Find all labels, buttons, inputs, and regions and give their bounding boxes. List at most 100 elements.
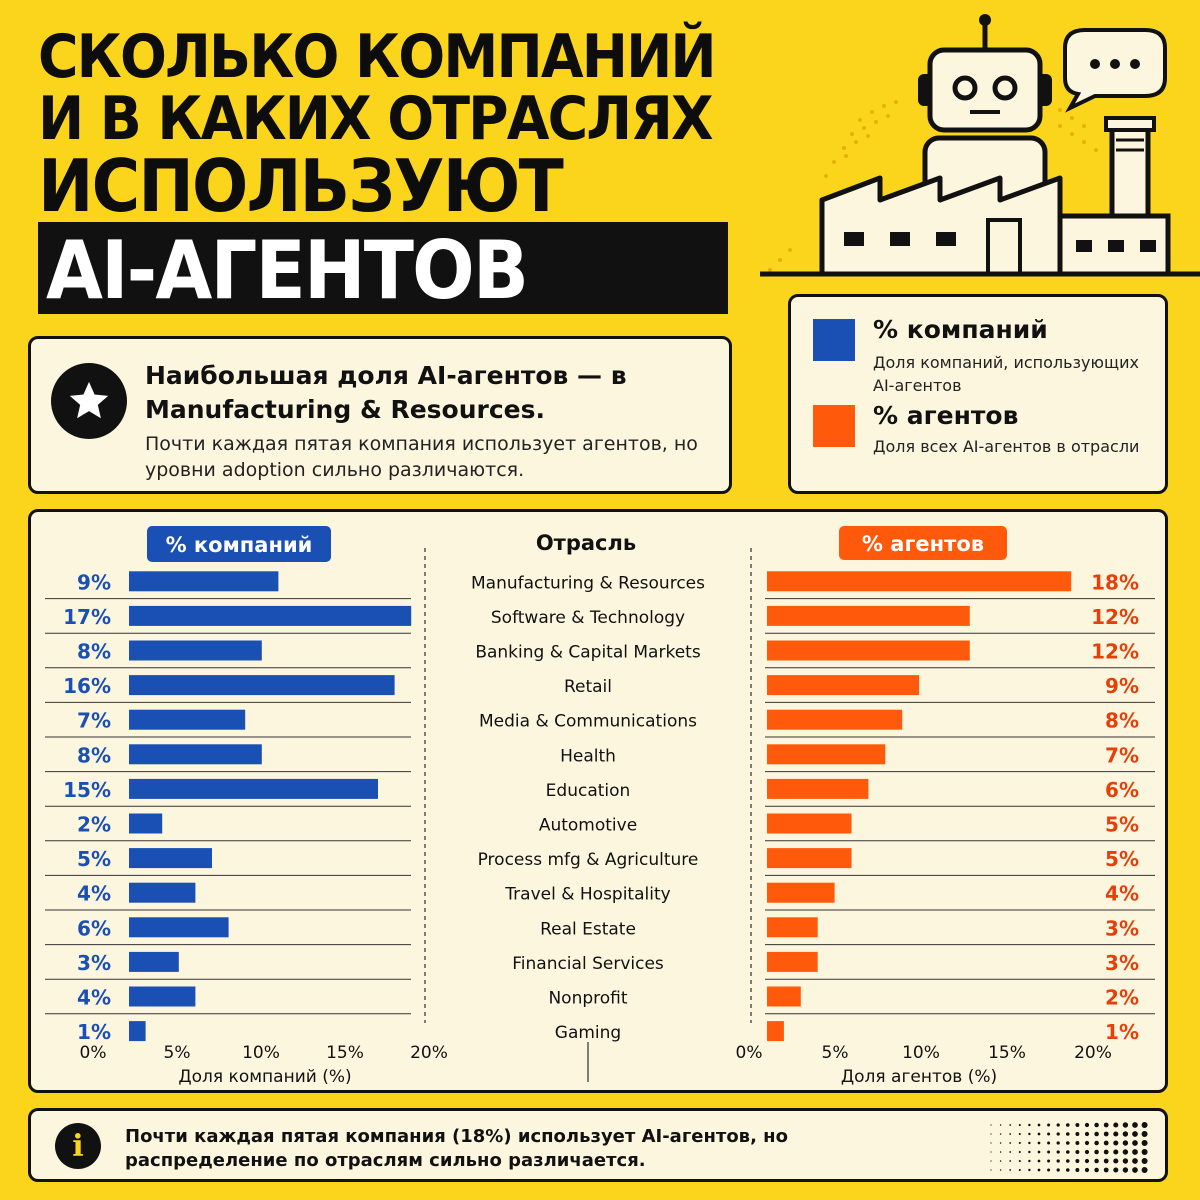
right-axis-label: Доля агентов (%) [841, 1067, 997, 1087]
right-bar [767, 571, 1072, 592]
right-value-label: 5% [1105, 813, 1139, 837]
decor-dot [1018, 1132, 1021, 1136]
right-bar [767, 640, 970, 661]
decor-dot [1113, 1158, 1119, 1164]
decor-dot [1028, 1132, 1031, 1136]
decor-dot [1047, 1168, 1051, 1172]
left-axis-tick: 10% [242, 1043, 280, 1063]
highlight-subtext: Почти каждая пятая компания использует а… [145, 433, 698, 481]
info-card: i Почти каждая пятая компания (18%) испо… [28, 1108, 1168, 1182]
decor-dot [1132, 1131, 1138, 1137]
title-highlight-box [38, 222, 728, 314]
decor-dot [990, 1160, 992, 1162]
info-icon: i [55, 1123, 101, 1169]
right-bar [767, 605, 970, 626]
decor-dot [999, 1142, 1002, 1144]
decor-dot [1084, 1140, 1090, 1146]
decor-dot [999, 1133, 1002, 1135]
decor-dot [1018, 1168, 1021, 1172]
left-bar [129, 744, 262, 765]
decor-dot [1113, 1140, 1119, 1146]
decor-dot [1037, 1150, 1041, 1154]
decor-dot [990, 1133, 992, 1135]
decor-dot [1075, 1132, 1080, 1136]
left-header-badge [147, 526, 331, 562]
category-label: Process mfg & Agriculture [478, 850, 699, 870]
title-line-1: СКОЛЬКО КОМПАНИЙ [38, 22, 717, 92]
decor-dot [1094, 1122, 1099, 1128]
highlight-headline: Наибольшая доля AI-агентов — в Manufactu… [145, 361, 627, 424]
right-value-label: 9% [1105, 674, 1139, 698]
decor-dot [1066, 1123, 1070, 1127]
right-header-badge [839, 526, 1007, 560]
right-value-label: 3% [1105, 951, 1139, 975]
decor-dot [1141, 1140, 1148, 1146]
decor-dot [990, 1169, 992, 1171]
decor-dot [999, 1124, 1002, 1126]
left-axis-tick: 0% [80, 1043, 107, 1063]
right-value-label: 12% [1091, 605, 1139, 629]
decor-dot [1132, 1167, 1138, 1173]
decor-dot [1009, 1133, 1012, 1135]
decor-dot [1009, 1169, 1012, 1171]
decor-dot [1018, 1159, 1021, 1163]
decor-dot [1037, 1141, 1041, 1145]
left-value-label: 2% [77, 813, 111, 837]
right-axis-tick: 5% [822, 1043, 849, 1063]
decor-dot [1141, 1167, 1148, 1173]
decor-dot [1009, 1160, 1012, 1162]
decor-dot [1103, 1158, 1109, 1164]
left-bar [129, 986, 196, 1007]
category-label: Health [560, 746, 616, 766]
left-bar [129, 848, 212, 869]
right-bar [767, 778, 869, 799]
title-line-3: ИСПОЛЬЗУЮТ [38, 144, 564, 228]
category-label: Media & Communications [479, 712, 697, 732]
right-axis-tick: 10% [902, 1043, 940, 1063]
left-axis-tick: 15% [326, 1043, 364, 1063]
decor-dot [1113, 1131, 1119, 1137]
decor-dot [1094, 1167, 1099, 1173]
decor-dot [1122, 1140, 1129, 1146]
left-header-label: % компаний [166, 533, 313, 557]
left-bar [129, 675, 395, 696]
category-label: Software & Technology [491, 608, 685, 628]
left-bar [129, 917, 229, 938]
right-bar [767, 917, 818, 938]
decor-dot [1037, 1132, 1041, 1136]
left-value-label: 9% [77, 570, 111, 594]
chart-card: % компаний % агентов Отрасль 9% Manufacturin… [28, 509, 1168, 1093]
left-bar [129, 640, 262, 661]
right-bar [767, 951, 818, 972]
right-bar [767, 744, 886, 765]
decor-dot [1075, 1123, 1080, 1127]
title-line-2: И В КАКИХ ОТРАСЛЯХ [38, 84, 714, 154]
left-bar [129, 709, 246, 730]
title-line-4: AI-АГЕНТОВ [46, 224, 529, 317]
left-bar [129, 951, 179, 972]
left-value-label: 5% [77, 847, 111, 871]
decor-dot [1066, 1150, 1070, 1154]
right-bar [767, 882, 835, 903]
decor-dot [1047, 1141, 1051, 1145]
decor-dot [1028, 1159, 1031, 1163]
highlight-card: Наибольшая доля AI-агентов — в Manufactu… [28, 336, 732, 494]
decor-dot [1141, 1149, 1148, 1155]
decor-dot [1122, 1131, 1129, 1137]
right-axis-tick: 20% [1074, 1043, 1112, 1063]
right-value-label: 18% [1091, 570, 1139, 594]
left-value-label: 17% [63, 605, 111, 629]
left-value-label: 15% [63, 778, 111, 802]
decor-dot [1122, 1158, 1129, 1164]
right-bar [767, 813, 852, 834]
legend-card: % компаний Доля компаний, использующих A… [788, 294, 1168, 494]
decor-dot [1132, 1149, 1138, 1155]
right-axis-tick: 15% [988, 1043, 1026, 1063]
right-value-label: 7% [1105, 743, 1139, 767]
decor-dot [999, 1160, 1002, 1162]
category-label: Travel & Hospitality [504, 885, 670, 905]
decor-dot [1018, 1123, 1021, 1127]
decor-dot [1075, 1159, 1080, 1163]
decor-dot [1018, 1150, 1021, 1154]
left-value-label: 7% [77, 709, 111, 733]
